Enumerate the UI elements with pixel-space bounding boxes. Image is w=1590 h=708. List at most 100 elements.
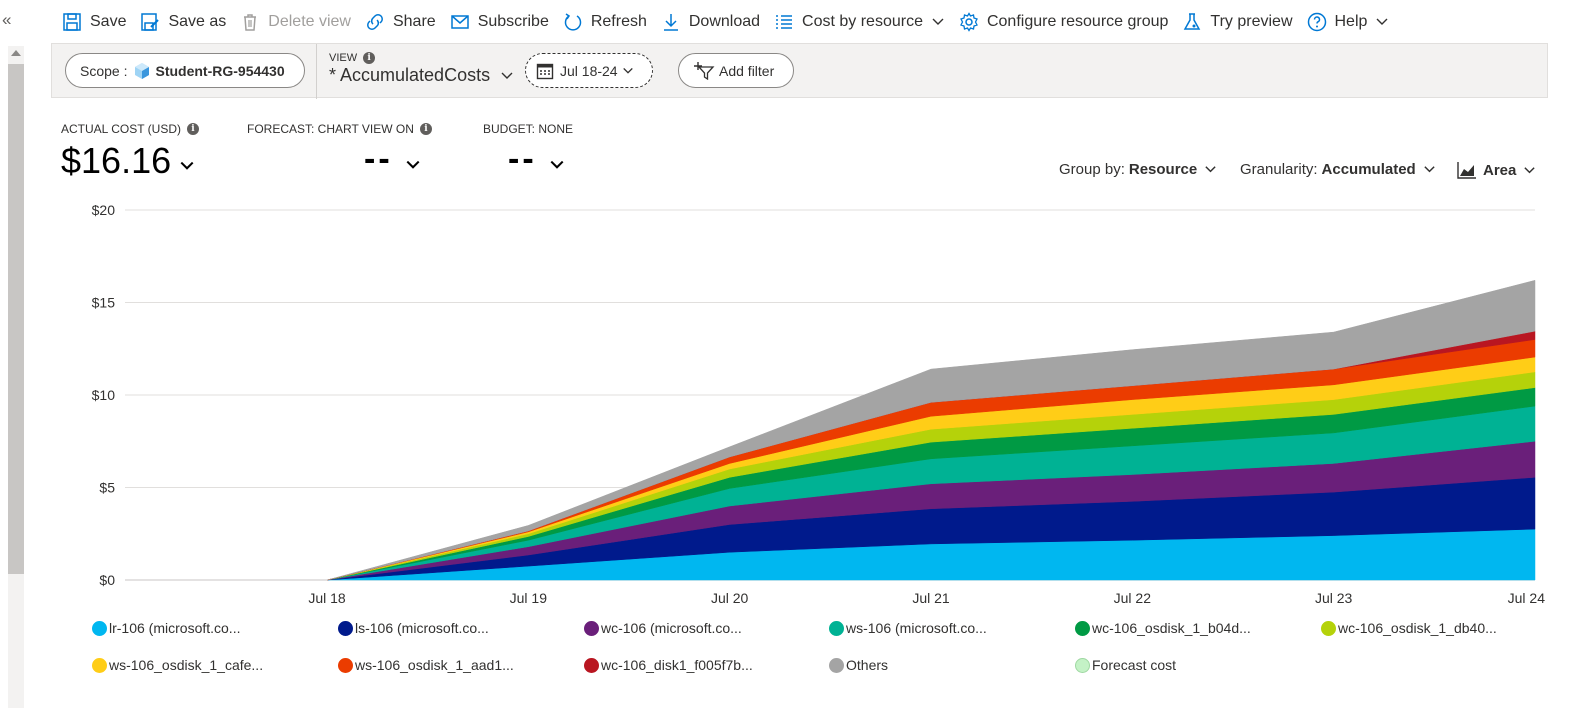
- y-tick-label: $20: [92, 202, 116, 218]
- chevron-down-icon: [1376, 18, 1388, 25]
- cost-by-resource-dropdown[interactable]: Cost by resource: [767, 0, 952, 43]
- trash-icon: [244, 13, 257, 31]
- link-icon: [367, 13, 383, 30]
- legend-item[interactable]: Forecast cost: [1075, 657, 1176, 673]
- view-value-row[interactable]: * AccumulatedCosts: [329, 65, 514, 86]
- scope-label: Scope :: [80, 62, 128, 79]
- legend-label: ws-106_osdisk_1_aad1...: [355, 657, 514, 673]
- configure-resource-group-button[interactable]: Configure resource group: [952, 0, 1175, 43]
- legend-label: wc-106_disk1_f005f7b...: [601, 657, 753, 673]
- chevron-down-icon: [550, 160, 564, 169]
- cost-by-resource-label: Cost by resource: [802, 12, 923, 30]
- group-by-dropdown[interactable]: Group by: Resource: [1059, 161, 1217, 178]
- granularity-value: Accumulated: [1321, 161, 1416, 178]
- legend-label: lr-106 (microsoft.co...: [109, 620, 241, 636]
- legend-swatch: [584, 657, 599, 673]
- share-button[interactable]: Share: [358, 0, 443, 43]
- legend-item[interactable]: ws-106_osdisk_1_aad1...: [338, 657, 514, 673]
- granularity-dropdown[interactable]: Granularity: Accumulated: [1240, 161, 1436, 178]
- legend-label: ws-106_osdisk_1_cafe...: [109, 657, 264, 673]
- save-button[interactable]: Save: [55, 0, 133, 43]
- budget-value-row[interactable]: --: [483, 140, 573, 179]
- budget-kpi: BUDGET: NONE --: [483, 122, 573, 179]
- legend-swatch: [829, 620, 844, 636]
- legend-swatch: [1075, 620, 1090, 636]
- legend-swatch: [338, 657, 353, 673]
- scrollbar-thumb[interactable]: [8, 64, 24, 574]
- forecast-kpi: FORECAST: CHART VIEW ON i --: [247, 122, 432, 179]
- legend-label: wc-106_osdisk_1_b04d...: [1092, 620, 1251, 636]
- delete-view-label: Delete view: [268, 12, 351, 30]
- x-tick-label: Jul 23: [1315, 590, 1353, 606]
- legend-label: wc-106_osdisk_1_db40...: [1338, 620, 1497, 636]
- actual-cost-value: $16.16: [61, 140, 172, 181]
- forecast-label-row: FORECAST: CHART VIEW ON i: [247, 122, 432, 136]
- area-series[interactable]: [326, 279, 1536, 581]
- info-icon[interactable]: i: [363, 52, 376, 64]
- scroll-up-arrow-icon[interactable]: [11, 50, 21, 56]
- actual-cost-label: ACTUAL COST (USD): [61, 122, 182, 136]
- actual-cost-value-row[interactable]: $16.16: [61, 140, 199, 182]
- legend-item[interactable]: ws-106_osdisk_1_cafe...: [92, 657, 263, 673]
- try-preview-button[interactable]: Try preview: [1175, 0, 1299, 43]
- refresh-icon: [564, 12, 582, 31]
- legend-item[interactable]: wc-106_osdisk_1_db40...: [1321, 620, 1497, 636]
- subscribe-button[interactable]: Subscribe: [443, 0, 556, 43]
- info-icon[interactable]: i: [187, 123, 200, 135]
- save-as-button[interactable]: Save as: [133, 0, 233, 43]
- budget-label: BUDGET: NONE: [483, 122, 574, 136]
- info-icon[interactable]: i: [419, 123, 432, 135]
- help-label: Help: [1334, 12, 1368, 30]
- x-axis-ticks: Jul 18 Jul 19 Jul 20 Jul 21 Jul 22 Jul 23 Jul …: [308, 590, 1545, 606]
- gear-icon: [960, 11, 978, 32]
- y-tick-label: $10: [92, 387, 116, 403]
- legend-swatch: [1321, 620, 1336, 636]
- add-filter-icon: [694, 61, 715, 80]
- configure-label: Configure resource group: [986, 12, 1169, 30]
- collapse-double-chevron-icon[interactable]: «: [2, 10, 12, 29]
- y-tick-label: $0: [99, 572, 115, 588]
- legend-item[interactable]: ws-106 (microsoft.co...: [829, 620, 987, 636]
- granularity-label: Granularity:: [1240, 161, 1318, 178]
- share-label: Share: [392, 12, 436, 30]
- actual-cost-kpi: ACTUAL COST (USD) i $16.16: [61, 122, 200, 182]
- forecast-label: FORECAST: CHART VIEW ON: [247, 122, 414, 136]
- try-preview-label: Try preview: [1210, 12, 1293, 30]
- view-selector[interactable]: VIEW i * AccumulatedCosts: [329, 52, 514, 86]
- list-icon: [776, 14, 793, 29]
- forecast-value-row[interactable]: --: [247, 140, 432, 179]
- legend-label: Forecast cost: [1092, 657, 1177, 673]
- legend-item[interactable]: wc-106_osdisk_1_b04d...: [1075, 620, 1251, 636]
- scope-value: Student-RG-954430: [155, 62, 285, 79]
- actual-cost-label-row: ACTUAL COST (USD) i: [61, 122, 200, 136]
- y-axis-ticks: $0 $5 $10 $15 $20: [92, 202, 116, 588]
- chart-type-dropdown[interactable]: Area: [1457, 161, 1536, 179]
- subscribe-label: Subscribe: [477, 12, 549, 30]
- add-filter-button[interactable]: Add filter: [678, 53, 794, 88]
- legend-label: ws-106 (microsoft.co...: [846, 620, 987, 636]
- save-as-icon: [141, 12, 160, 31]
- legend-swatch: [92, 620, 107, 636]
- legend-item[interactable]: Others: [829, 657, 888, 673]
- legend-item[interactable]: ls-106 (microsoft.co...: [338, 620, 489, 636]
- legend-swatch: [338, 620, 353, 636]
- download-button[interactable]: Download: [654, 0, 767, 43]
- help-circle-icon: [1307, 12, 1326, 31]
- chevron-down-icon: [1524, 166, 1536, 173]
- x-tick-label: Jul 19: [510, 590, 548, 606]
- legend-item[interactable]: wc-106 (microsoft.co...: [584, 620, 742, 636]
- legend-label: wc-106 (microsoft.co...: [601, 620, 742, 636]
- legend-item[interactable]: wc-106_disk1_f005f7b...: [584, 657, 753, 673]
- x-tick-label: Jul 18: [308, 590, 346, 606]
- date-range-picker[interactable]: Jul 18-24: [525, 53, 653, 88]
- delete-view-button[interactable]: Delete view: [233, 0, 358, 43]
- view-value: * AccumulatedCosts: [329, 65, 491, 85]
- help-dropdown[interactable]: Help: [1300, 0, 1397, 43]
- scope-pill[interactable]: Scope : Student-RG-954430: [65, 53, 305, 88]
- view-label: VIEW: [329, 52, 358, 64]
- refresh-label: Refresh: [590, 12, 647, 30]
- legend-item[interactable]: lr-106 (microsoft.co...: [92, 620, 240, 636]
- area-chart-icon: [1457, 162, 1476, 179]
- command-toolbar: Save Save as Delete view Share Subscribe…: [55, 0, 1590, 43]
- refresh-button[interactable]: Refresh: [556, 0, 654, 43]
